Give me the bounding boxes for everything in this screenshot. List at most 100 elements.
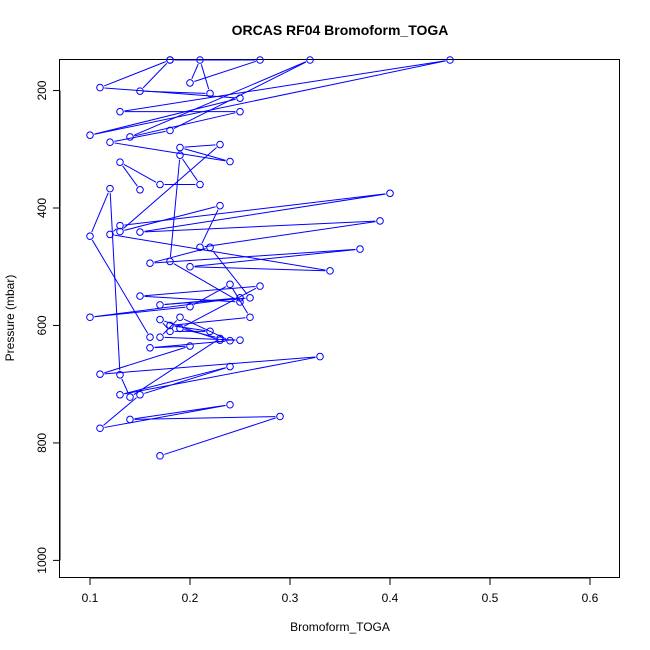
series-line-segment	[104, 405, 226, 428]
series-line-segment	[183, 287, 257, 327]
data-point	[276, 412, 284, 421]
data-point	[166, 56, 174, 64]
data-point	[356, 245, 364, 253]
data-point	[156, 333, 164, 342]
data-point	[86, 313, 94, 322]
data-point	[176, 324, 184, 333]
series-line-segment	[169, 159, 181, 258]
y-tick-label: 800	[35, 433, 49, 453]
data-point	[166, 321, 174, 330]
data-point	[146, 343, 154, 352]
series-line-segment	[94, 60, 446, 135]
data-point	[96, 370, 104, 379]
data-point	[116, 370, 124, 379]
data-point	[236, 336, 244, 344]
data-point	[136, 228, 144, 236]
series-line-segment	[194, 266, 326, 272]
data-point	[196, 243, 204, 252]
data-point	[376, 217, 384, 225]
data-point	[226, 362, 234, 371]
data-point	[166, 327, 174, 336]
y-tick-label: 400	[35, 198, 49, 218]
y-axis: 200 400 600 800 1000	[35, 80, 61, 574]
data-point	[236, 294, 244, 302]
data-point	[186, 262, 194, 271]
data-point	[236, 298, 244, 306]
data-point	[136, 87, 144, 95]
data-point	[216, 140, 224, 149]
data-point	[106, 138, 114, 147]
data-point	[246, 294, 254, 302]
x-tick-label: 0.3	[282, 591, 299, 605]
series-line-segment	[142, 62, 168, 89]
data-point	[146, 259, 154, 268]
data-point	[236, 94, 244, 102]
series-line-segment	[121, 378, 129, 394]
data-point	[256, 56, 264, 64]
data-point	[256, 282, 264, 290]
series-line-segment	[122, 165, 138, 187]
data-point	[186, 302, 194, 311]
series-line-segment	[154, 248, 356, 264]
x-tick-label: 0.6	[582, 591, 599, 605]
series-line-segment	[134, 112, 236, 137]
data-point	[226, 157, 234, 166]
y-tick-label: 1000	[35, 547, 49, 574]
data-point	[136, 292, 144, 300]
x-tick-label: 0.1	[82, 591, 99, 605]
data-point	[136, 390, 144, 399]
x-axis: 0.1 0.2 0.3 0.4 0.5 0.6	[82, 577, 599, 605]
data-point	[96, 83, 104, 92]
y-tick-label: 600	[35, 315, 49, 335]
data-point	[186, 342, 194, 350]
data-point	[176, 313, 184, 322]
data-point	[116, 221, 124, 230]
series-line-segment	[133, 61, 307, 136]
series-line-segment	[182, 158, 198, 182]
series-line-segment	[124, 367, 226, 395]
data-point	[156, 315, 164, 324]
plot-frame	[59, 59, 620, 578]
data-point	[446, 56, 454, 64]
x-tick-label: 0.4	[382, 591, 399, 605]
series-line-segment	[134, 416, 276, 420]
series-line-segment	[144, 220, 376, 233]
data-point	[156, 301, 164, 309]
data-point	[116, 227, 124, 236]
data-point	[86, 232, 94, 240]
series-line-segment	[174, 317, 246, 326]
data-point	[206, 243, 214, 252]
y-tick-label: 200	[35, 80, 49, 100]
x-axis-label: Bromoform_TOGA	[290, 620, 390, 634]
series-line-segment	[174, 325, 206, 332]
series-line-segment	[94, 98, 236, 135]
series-line-segment	[154, 248, 206, 263]
series-layer	[86, 56, 454, 460]
data-point	[146, 333, 154, 342]
series-line-segment	[113, 228, 117, 232]
data-point	[126, 133, 134, 141]
data-point	[196, 180, 204, 189]
data-point	[116, 390, 124, 399]
series-line-segment	[133, 340, 217, 396]
series-line-segment	[173, 263, 237, 301]
data-point	[156, 180, 164, 189]
data-point	[206, 327, 214, 336]
series-line-segment	[144, 285, 256, 297]
series-line-segment	[91, 239, 149, 334]
series-line-segment	[109, 193, 121, 371]
series-line-segment	[144, 193, 386, 232]
data-point	[246, 313, 254, 322]
series-line-segment	[123, 147, 217, 229]
series-line-segment	[200, 64, 210, 90]
series-line-segment	[123, 163, 157, 183]
data-point	[326, 267, 334, 275]
data-point	[186, 79, 194, 87]
x-tick-label: 0.2	[182, 591, 199, 605]
series-line-segment	[204, 221, 376, 248]
series-line-segment	[94, 297, 236, 318]
series-line-segment	[104, 87, 236, 99]
series-line-segment	[144, 295, 236, 303]
data-point	[226, 280, 234, 289]
